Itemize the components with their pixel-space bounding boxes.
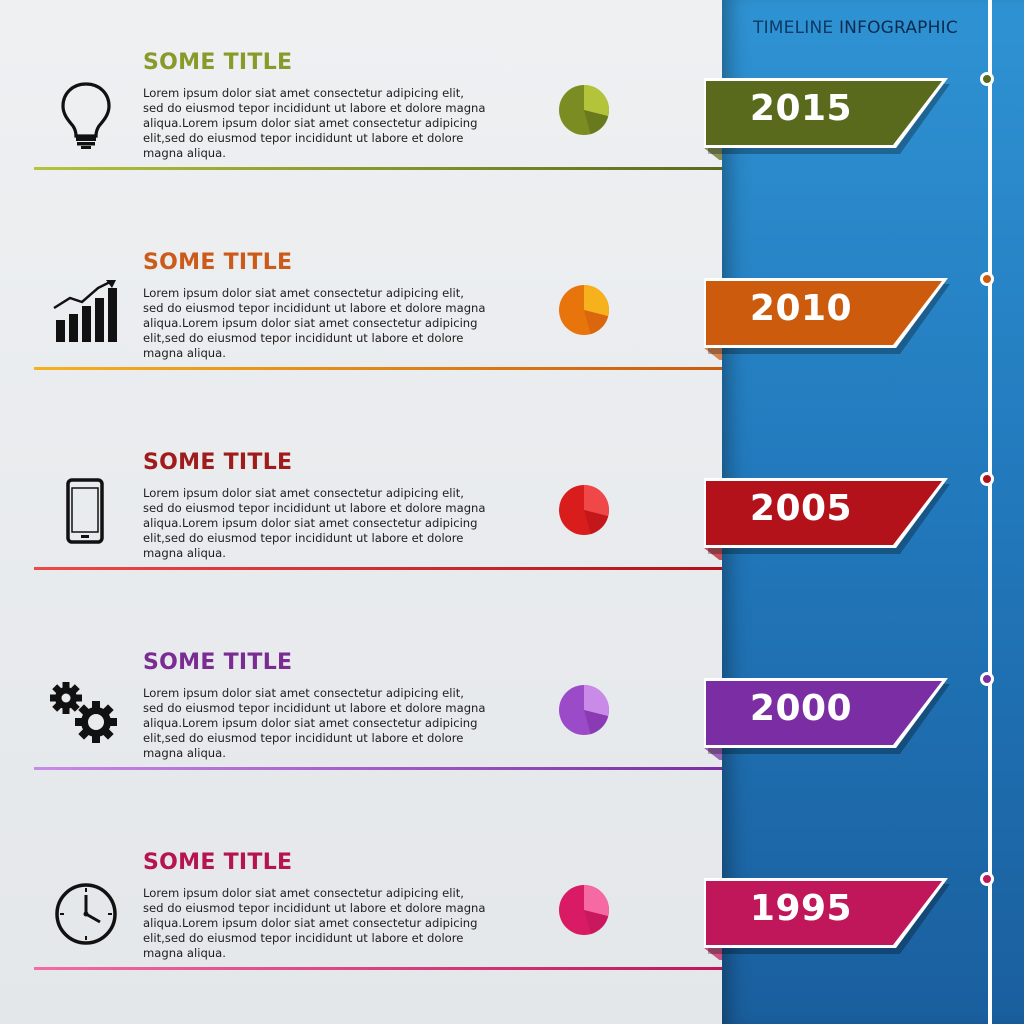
pie-icon [558,484,610,536]
timeline-entry: SOME TITLE Lorem ipsum dolor siat amet c… [0,800,722,1000]
timeline-dot [980,672,994,686]
entry-underline [34,567,722,570]
pie-icon [558,884,610,936]
timeline-dot [980,72,994,86]
year-ribbon [704,270,952,360]
year-label: 1995 [749,888,853,929]
timeline-entry: SOME TITLE Lorem ipsum dolor siat amet c… [0,600,722,800]
entry-underline [34,767,722,770]
entry-underline [34,367,722,370]
year-ribbon [704,870,952,960]
header-title: TIMELINE INFOGRAPHIC [753,18,958,38]
timeline-entry: SOME TITLE Lorem ipsum dolor siat amet c… [0,400,722,600]
year-label: 2010 [749,288,853,329]
timeline-dot [980,472,994,486]
year-ribbon [704,70,952,160]
header-title-part2: INFOGRAPHIC [838,18,958,38]
entry-body: Lorem ipsum dolor siat amet consectetur … [143,686,486,760]
entry-body: Lorem ipsum dolor siat amet consectetur … [143,486,486,560]
clock-icon [50,878,122,950]
smartphone-icon [50,478,122,550]
entry-title: SOME TITLE [143,450,293,475]
pie-icon [558,684,610,736]
timeline-dot [980,872,994,886]
header-title-part1: TIMELINE [753,18,834,38]
lightbulb-icon [50,78,122,150]
entry-title: SOME TITLE [143,650,293,675]
pie-icon [558,84,610,136]
entry-body: Lorem ipsum dolor siat amet consectetur … [143,86,486,160]
timeline-dot [980,272,994,286]
entry-title: SOME TITLE [143,50,293,75]
entry-body: Lorem ipsum dolor siat amet consectetur … [143,886,486,960]
entry-title: SOME TITLE [143,250,293,275]
year-label: 2005 [749,488,853,529]
year-ribbon [704,470,952,560]
entry-body: Lorem ipsum dolor siat amet consectetur … [143,286,486,360]
entry-underline [34,967,722,970]
timeline-axis [988,0,992,1024]
entry-title: SOME TITLE [143,850,293,875]
entry-underline [34,167,722,170]
gears-icon [50,678,122,750]
year-label: 2000 [749,688,853,729]
bar-chart-icon [50,278,122,350]
timeline-entry: SOME TITLE Lorem ipsum dolor siat amet c… [0,200,722,400]
year-label: 2015 [749,88,853,129]
pie-icon [558,284,610,336]
year-ribbon [704,670,952,760]
timeline-entry: SOME TITLE Lorem ipsum dolor siat amet c… [0,0,722,200]
